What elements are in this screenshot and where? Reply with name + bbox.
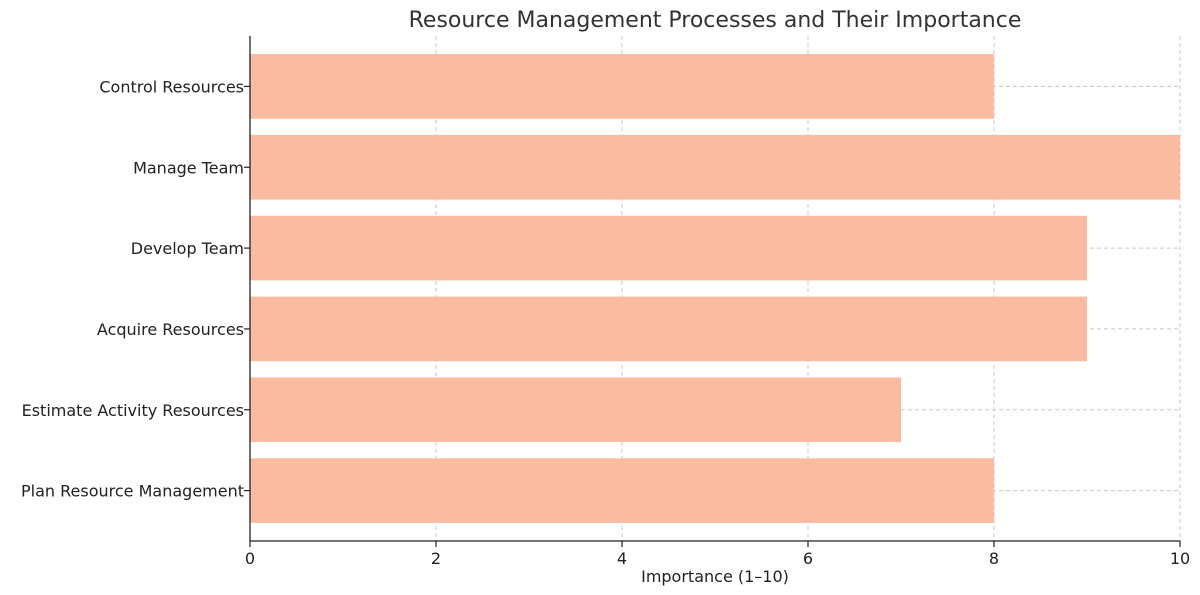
axes bbox=[249, 36, 1180, 542]
x-tick-label: 8 bbox=[989, 549, 999, 568]
x-tick-label: 4 bbox=[617, 549, 627, 568]
chart-title: Resource Management Processes and Their … bbox=[409, 8, 1022, 33]
category-label: Plan Resource Management bbox=[21, 482, 244, 501]
x-tick-label: 0 bbox=[245, 549, 255, 568]
bar bbox=[250, 377, 901, 443]
category-labels: Plan Resource Management Estimate Activit… bbox=[21, 77, 250, 501]
bar bbox=[250, 215, 1087, 281]
bar bbox=[250, 54, 994, 119]
bars bbox=[250, 54, 1180, 523]
category-label: Develop Team bbox=[131, 239, 244, 258]
bar bbox=[250, 458, 994, 523]
category-label: Manage Team bbox=[133, 158, 244, 177]
x-ticks: 0 2 4 6 8 10 bbox=[245, 541, 1190, 568]
x-tick-label: 2 bbox=[431, 549, 441, 568]
x-axis-label: Importance (1–10) bbox=[641, 567, 789, 586]
category-label: Acquire Resources bbox=[97, 320, 244, 339]
bar bbox=[250, 134, 1180, 200]
x-tick-label: 10 bbox=[1170, 549, 1190, 568]
category-label: Control Resources bbox=[99, 77, 244, 96]
category-label: Estimate Activity Resources bbox=[22, 401, 244, 420]
bar bbox=[250, 296, 1087, 362]
x-tick-label: 6 bbox=[803, 549, 813, 568]
